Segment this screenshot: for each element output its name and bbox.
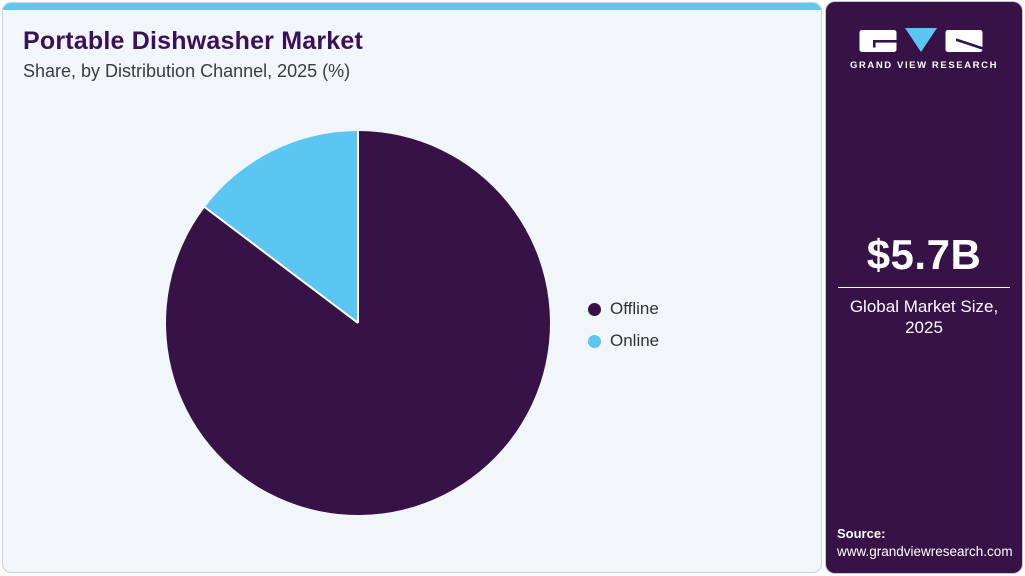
- market-size-label-line1: Global Market Size,: [849, 297, 999, 317]
- logo-letter-g: [859, 30, 897, 52]
- sidebar: GRAND VIEW RESEARCH $5.7B Global Market …: [825, 1, 1023, 574]
- pie-slice-separator: [204, 206, 359, 324]
- legend-label-offline: Offline: [610, 299, 659, 318]
- gvr-logo-icon: [859, 28, 983, 52]
- pie-slice-online[interactable]: [204, 131, 358, 323]
- brand-name: GRAND VIEW RESEARCH: [849, 60, 999, 71]
- legend-label-online: Online: [610, 331, 660, 350]
- market-size-block: $5.7B Global Market Size, 2025: [826, 231, 1022, 338]
- chart-card: Portable Dishwasher Market Share, by Dis…: [2, 2, 822, 573]
- legend-item-offline[interactable]: Offline: [588, 297, 659, 321]
- logo-letter-v: [905, 28, 937, 52]
- legend-marker-online-icon: [588, 334, 601, 348]
- page-title: Portable Dishwasher Market: [23, 27, 364, 55]
- market-size-label-line2: 2025: [905, 318, 943, 338]
- legend-marker-offline-icon: [588, 302, 601, 316]
- source-url: www.grandviewresearch.com: [837, 544, 1013, 559]
- gvr-logo: [826, 28, 1022, 59]
- legend: Offline Online: [588, 297, 659, 361]
- logo-letter-r: [945, 30, 983, 52]
- page-subtitle: Share, by Distribution Channel, 2025 (%): [23, 61, 351, 81]
- source-block: Source: www.grandviewresearch.com: [837, 526, 1013, 559]
- market-size-value: $5.7B: [866, 231, 982, 278]
- legend-item-online[interactable]: Online: [588, 329, 659, 353]
- market-size-divider: [838, 287, 1010, 289]
- source-label: Source:: [837, 526, 886, 541]
- pie-chart: [165, 131, 550, 515]
- card-top-accent-bar: [3, 3, 821, 10]
